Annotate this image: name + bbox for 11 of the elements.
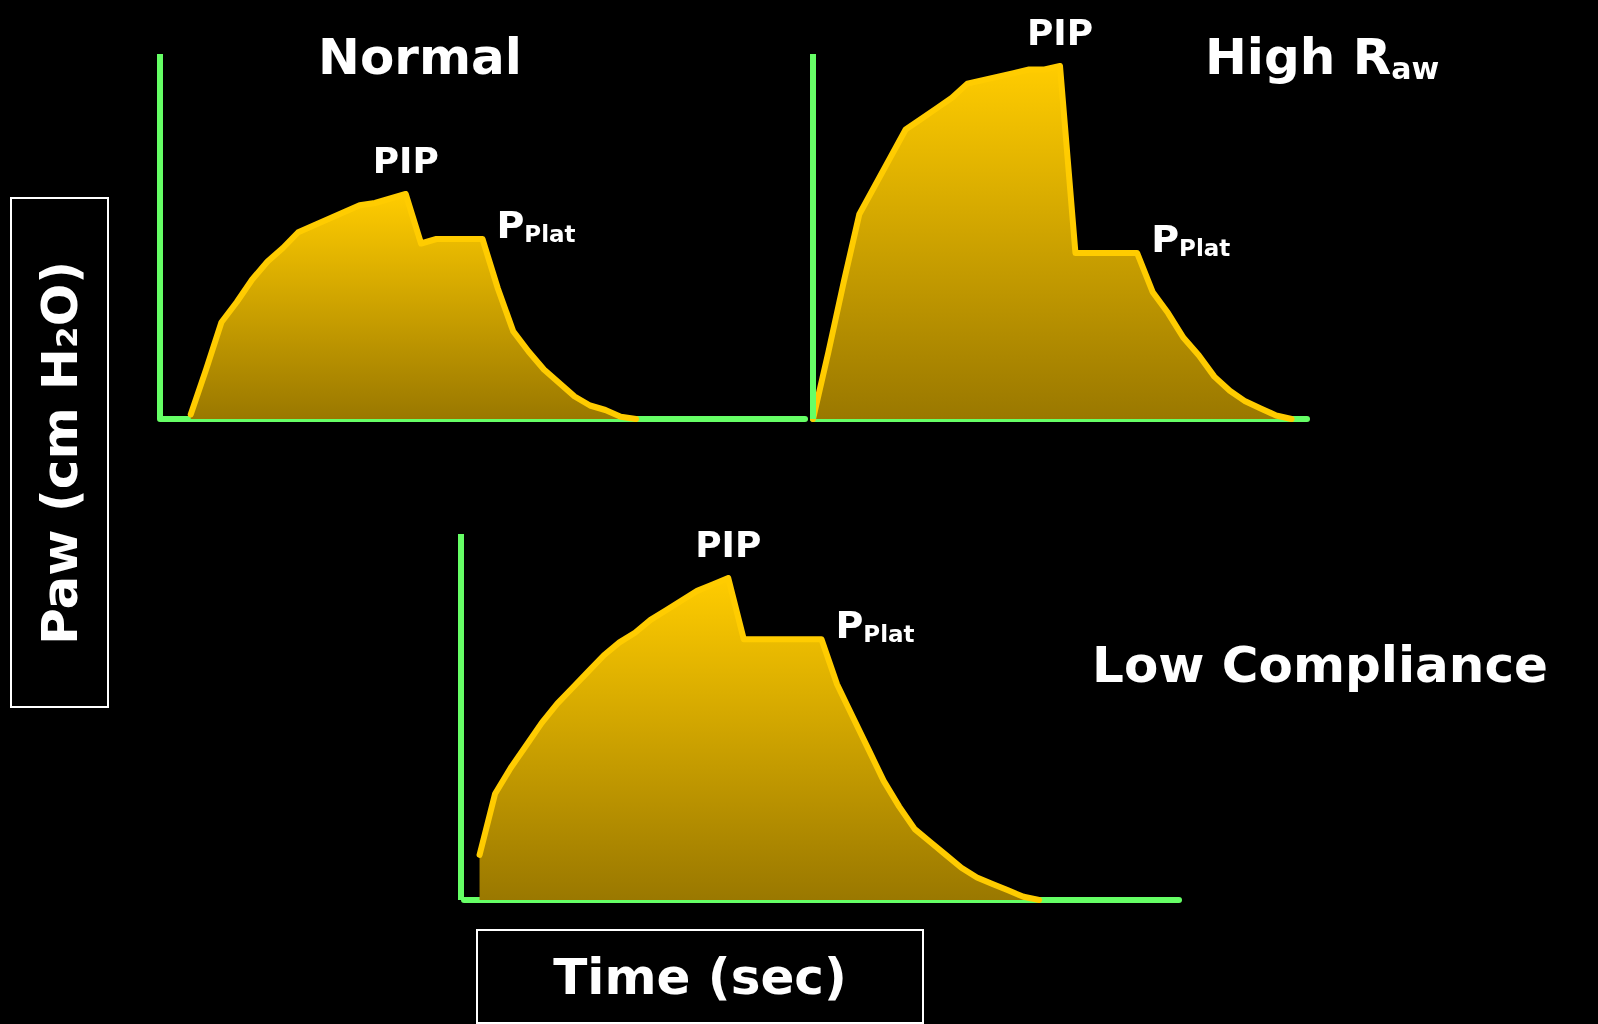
chart-title: Normal [318, 28, 522, 86]
annotation: PPlat [835, 603, 915, 648]
text: Low Compliance [1092, 636, 1548, 694]
annotation: PPlat [1151, 217, 1231, 262]
text: PIP [1026, 11, 1094, 53]
text: PIP [372, 139, 439, 181]
x-axis-title: Time (sec) [553, 947, 847, 1006]
y-axis-title: Paw (cm H₂O) [30, 260, 89, 645]
text: PIP [695, 523, 762, 565]
annotation: PPlat [496, 203, 576, 247]
chart-title: High Raw [1204, 28, 1440, 86]
